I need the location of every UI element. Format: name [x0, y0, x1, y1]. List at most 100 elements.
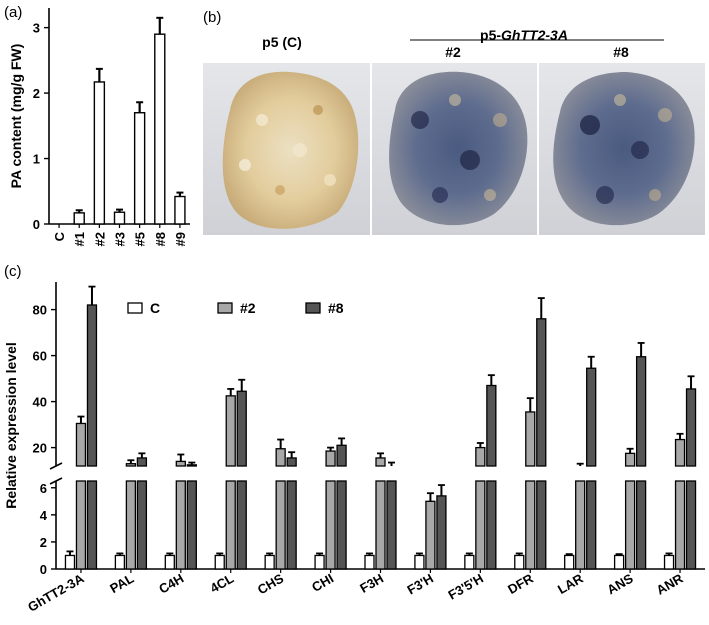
c-bar-upper-part — [525, 411, 536, 467]
c-y-tick-label-upper: 40 — [33, 395, 47, 410]
c-bar — [64, 554, 76, 570]
c-x-tick-label: ANR — [654, 570, 686, 597]
c-legend-label: #8 — [328, 300, 344, 316]
c-bar-upper-part — [536, 318, 547, 467]
c-axis-break-lower — [49, 477, 63, 485]
c-bar-lower-part — [236, 480, 247, 570]
c-y-tick-label-upper: 20 — [33, 441, 47, 456]
a-bar — [174, 195, 186, 225]
a-bar — [113, 211, 126, 225]
c-bar-upper-part — [624, 452, 636, 467]
c-bar-lower-part — [674, 480, 686, 570]
c-bar — [425, 500, 436, 570]
c-bar-lower-part — [586, 480, 597, 570]
c-bar-lower-part — [575, 480, 586, 570]
c-bar-lower-part — [386, 480, 397, 570]
panel-a-label: (a) — [4, 4, 22, 21]
c-bar-lower-part — [685, 480, 697, 570]
c-bar-upper-part — [186, 464, 197, 467]
c-bar-lower-part — [125, 480, 137, 570]
c-bar-lower-part — [75, 480, 87, 570]
c-bar — [164, 554, 175, 570]
c-bar-lower-part — [175, 480, 186, 570]
a-y-tick-label: 0 — [33, 217, 40, 232]
a-x-tick-label: #1 — [72, 232, 87, 246]
c-bar — [613, 554, 625, 570]
c-bar-lower-part — [475, 480, 486, 570]
c-bar-lower-part — [536, 480, 547, 570]
c-bar-upper-part — [236, 390, 247, 467]
c-bar-upper-part — [136, 457, 148, 467]
c-x-tick-label: DFR — [505, 570, 536, 597]
photo-line2 — [372, 63, 537, 235]
c-bar-upper-part — [375, 457, 386, 467]
c-bar-upper-part — [275, 448, 286, 467]
a-x-tick-label: #3 — [113, 232, 128, 246]
c-bar-lower-part — [325, 480, 336, 570]
c-bar — [464, 554, 475, 570]
c-x-tick-label: GhTT2-3A — [25, 570, 87, 614]
photo-line2-caption: #2 — [445, 44, 461, 60]
c-bar — [214, 554, 225, 570]
c-y-tick-label-upper: 80 — [33, 303, 47, 318]
c-legend-swatch — [305, 302, 321, 314]
c-x-tick-label: F3H — [357, 571, 386, 596]
c-bar-upper-part — [685, 388, 697, 467]
a-x-tick-label: C — [52, 231, 67, 241]
pa-content-chart: 0 1 2 3 PA content (mg/g FW) C #1 #2 #3 #5 #8 #9 — [8, 8, 190, 246]
a-y-tick-label: 2 — [33, 86, 40, 101]
c-bar-upper-part — [486, 384, 497, 467]
photo-control-caption: p5 (C) — [262, 34, 302, 50]
photo-group-caption-gene: GhTT2-3A — [501, 27, 568, 43]
c-bar-lower-part — [624, 480, 636, 570]
c-x-tick-label: 4CL — [207, 571, 236, 596]
c-bar-lower-part — [225, 480, 236, 570]
c-bar — [564, 554, 575, 570]
a-x-tick-label: #5 — [133, 232, 148, 246]
c-bar-upper-part — [325, 450, 336, 467]
c-x-tick-label: F3'5'H — [445, 571, 485, 603]
c-x-tick-label: CHI — [309, 571, 336, 595]
panel-b-label: (b) — [203, 9, 221, 26]
c-bar-lower-part — [525, 480, 536, 570]
c-x-tick-label: PAL — [107, 571, 136, 597]
c-bar-upper-part — [286, 457, 297, 467]
a-bar — [93, 81, 106, 225]
c-y-tick-label-lower: 0 — [40, 562, 47, 577]
c-bar — [663, 554, 675, 570]
c-bar-lower-part — [635, 480, 647, 570]
c-bar — [364, 554, 375, 570]
c-bar-lower-part — [186, 480, 197, 570]
c-bar-upper-part — [475, 446, 486, 467]
c-bar-upper-part — [635, 356, 647, 467]
c-bar-upper-part — [125, 463, 137, 467]
c-y-tick-label-upper: 60 — [33, 349, 47, 364]
expression-chart: 20 40 60 80 0 2 4 6 Relative expression level GhT… — [3, 282, 705, 615]
c-bar-lower-part — [375, 480, 386, 570]
a-x-tick-label: #9 — [173, 232, 188, 246]
photo-group-caption-prefix: p5- — [480, 27, 501, 43]
a-y-tick-label: 3 — [33, 21, 40, 36]
c-bar — [514, 554, 525, 570]
c-legend-label: C — [150, 300, 160, 316]
photo-group-caption: p5-GhTT2-3A — [480, 27, 568, 43]
c-bar-upper-part — [86, 304, 98, 467]
c-bar — [114, 554, 126, 570]
c-y-tick-label-lower: 2 — [40, 535, 47, 550]
c-y-tick-label-lower: 6 — [40, 481, 47, 496]
photo-line8 — [539, 63, 705, 235]
c-legend-swatch — [217, 302, 233, 314]
c-bar-lower-part — [286, 480, 297, 570]
a-bar — [154, 33, 166, 225]
c-bar — [264, 554, 275, 570]
c-y-axis-title: Relative expression level — [3, 342, 19, 509]
a-bar — [133, 112, 146, 225]
a-bar — [73, 212, 85, 225]
c-bar-lower-part — [486, 480, 497, 570]
c-bar-lower-part — [275, 480, 286, 570]
c-y-tick-label-lower: 4 — [40, 508, 48, 523]
c-bar-lower-part — [86, 480, 98, 570]
c-bar — [314, 554, 325, 570]
a-x-tick-label: #2 — [92, 232, 107, 246]
